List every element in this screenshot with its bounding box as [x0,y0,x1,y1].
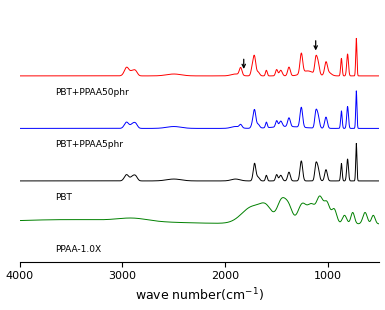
Text: PBT+PPAA5phr: PBT+PPAA5phr [55,140,124,149]
X-axis label: wave number(cm$^{-1}$): wave number(cm$^{-1}$) [135,287,264,304]
Text: PPAA-1.0X: PPAA-1.0X [55,245,102,254]
Text: PBT+PPAA50phr: PBT+PPAA50phr [55,88,129,97]
Text: PBT: PBT [55,193,72,202]
